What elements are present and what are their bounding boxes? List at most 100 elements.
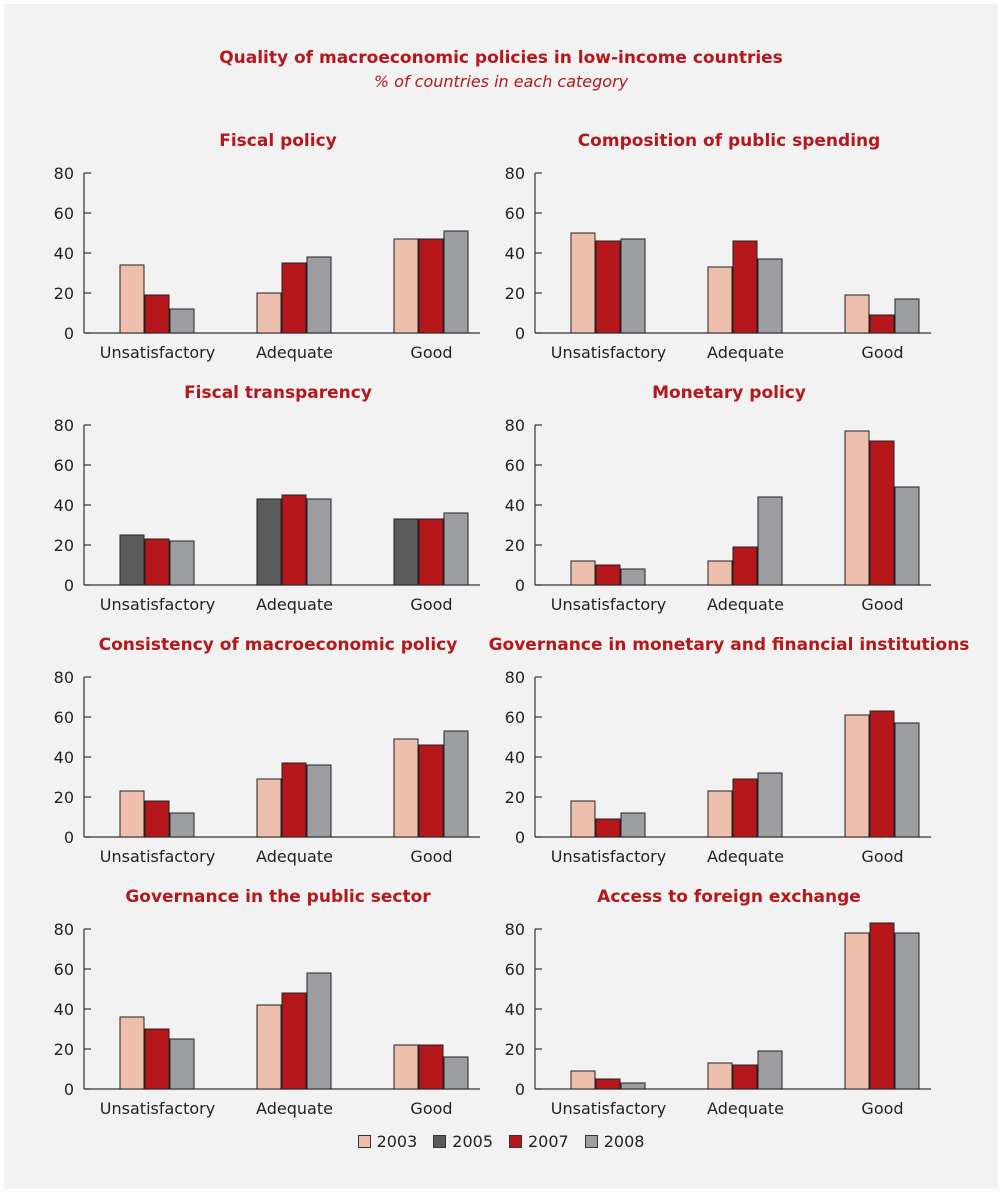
y-tick-label: 0: [515, 324, 525, 343]
x-tick-label: Adequate: [707, 847, 784, 866]
y-tick-label: 0: [64, 1080, 74, 1099]
bar-good-2007: [869, 922, 895, 1090]
legend: 2003 2005 2007 2008: [0, 1132, 1002, 1151]
chart-7: Governance in the public sector 0 20 40 60 80…: [54, 887, 480, 1118]
bar-good-2003: [393, 1044, 419, 1090]
y-tick-label: 60: [505, 456, 525, 475]
legend-swatch: [509, 1135, 522, 1148]
bar-unsatisfactory-2008: [169, 308, 195, 334]
y-tick-label: 80: [505, 416, 525, 435]
y-tick-label: 0: [515, 1080, 525, 1099]
bar-unsatisfactory-2003: [570, 232, 596, 334]
x-tick-label: Adequate: [707, 1099, 784, 1118]
x-tick-label: Good: [861, 1099, 903, 1118]
bar-adequate-2003: [256, 1004, 282, 1090]
bar-adequate-2008: [757, 772, 783, 838]
x-tick-label: Unsatisfactory: [100, 343, 215, 362]
x-tick-label: Adequate: [256, 343, 333, 362]
bar-adequate-2007: [281, 262, 307, 334]
y-tick-label: 60: [54, 456, 74, 475]
x-tick-label: Good: [861, 595, 903, 614]
bar-good-2007: [869, 710, 895, 838]
chart-title: Fiscal policy: [219, 131, 337, 151]
bar-adequate-2007: [281, 494, 307, 586]
bar-adequate-2007: [732, 1064, 758, 1090]
legend-item-2003: 2003: [357, 1132, 418, 1151]
legend-item-2007: 2007: [509, 1132, 569, 1151]
x-tick-label: Adequate: [256, 595, 333, 614]
y-tick-label: 20: [54, 788, 74, 807]
x-tick-label: Good: [861, 847, 903, 866]
y-tick-label: 20: [505, 536, 525, 555]
bar-adequate-2003: [707, 266, 733, 334]
bar-good-2008: [894, 932, 920, 1090]
bar-good-2003: [393, 738, 419, 838]
bar-unsatisfactory-2007: [144, 538, 170, 586]
bar-adequate-2008: [757, 1050, 783, 1090]
bar-unsatisfactory-2008: [620, 568, 646, 586]
y-tick-label: 20: [54, 536, 74, 555]
bar-adequate-2008: [306, 498, 332, 586]
legend-item-2008: 2008: [584, 1132, 644, 1151]
y-tick-label: 40: [54, 496, 74, 515]
y-tick-label: 40: [505, 496, 525, 515]
y-tick-label: 20: [505, 284, 525, 303]
bar-good-2008: [894, 722, 920, 838]
chart-6: Governance in monetary and financial ins…: [489, 635, 970, 866]
y-tick-label: 80: [54, 164, 74, 183]
y-tick-label: 20: [54, 284, 74, 303]
bar-good-2003: [393, 238, 419, 334]
bar-adequate-2005: [256, 498, 282, 586]
y-tick-label: 60: [54, 204, 74, 223]
chart-4: Monetary policy 0 20 40 60 80 Unsatisfactory Ad…: [505, 383, 931, 614]
chart-title: Governance in the public sector: [125, 887, 431, 907]
y-tick-label: 80: [54, 416, 74, 435]
y-tick-label: 80: [54, 920, 74, 939]
bar-unsatisfactory-2007: [595, 564, 621, 586]
bar-unsatisfactory-2007: [595, 240, 621, 334]
y-tick-label: 80: [505, 668, 525, 687]
x-tick-label: Unsatisfactory: [551, 1099, 666, 1118]
chart-8: Access to foreign exchange 0 20 40 60 80 Unsat…: [505, 887, 931, 1118]
bar-adequate-2007: [281, 992, 307, 1090]
bar-good-2007: [418, 238, 444, 334]
bar-adequate-2003: [707, 560, 733, 586]
bar-unsatisfactory-2003: [570, 560, 596, 586]
bar-unsatisfactory-2007: [144, 800, 170, 838]
y-tick-label: 20: [505, 788, 525, 807]
bar-adequate-2007: [732, 778, 758, 838]
bar-good-2008: [443, 730, 469, 838]
chart-title: Consistency of macroeconomic policy: [99, 635, 458, 655]
bar-adequate-2003: [707, 1062, 733, 1090]
chart-title: Access to foreign exchange: [597, 887, 861, 907]
y-tick-label: 80: [54, 668, 74, 687]
legend-label: 2007: [528, 1132, 569, 1151]
bar-unsatisfactory-2008: [169, 1038, 195, 1090]
x-tick-label: Unsatisfactory: [551, 595, 666, 614]
bar-adequate-2008: [757, 496, 783, 586]
bar-adequate-2007: [732, 240, 758, 334]
y-tick-label: 80: [505, 164, 525, 183]
bar-good-2008: [443, 512, 469, 586]
y-tick-label: 60: [54, 960, 74, 979]
legend-label: 2003: [376, 1132, 418, 1151]
bar-adequate-2008: [306, 764, 332, 838]
bar-good-2007: [869, 440, 895, 586]
y-tick-label: 40: [54, 748, 74, 767]
bar-adequate-2007: [732, 546, 758, 586]
bar-good-2007: [869, 314, 895, 334]
y-tick-label: 0: [64, 828, 74, 847]
y-tick-label: 20: [505, 1040, 525, 1059]
legend-swatch: [584, 1135, 598, 1148]
y-tick-label: 40: [505, 1000, 525, 1019]
y-tick-label: 60: [505, 204, 525, 223]
bar-unsatisfactory-2007: [144, 294, 170, 334]
x-tick-label: Unsatisfactory: [100, 847, 215, 866]
chart-2: Composition of public spending 0 20 40 60 80 U…: [505, 131, 931, 362]
figure-panel: [4, 4, 998, 1189]
y-tick-label: 0: [64, 576, 74, 595]
chart-1: Fiscal policy 0 20 40 60 80 Unsatisfactory Adeq…: [54, 131, 480, 362]
legend-label: 2005: [452, 1132, 493, 1151]
bar-good-2007: [418, 744, 444, 838]
